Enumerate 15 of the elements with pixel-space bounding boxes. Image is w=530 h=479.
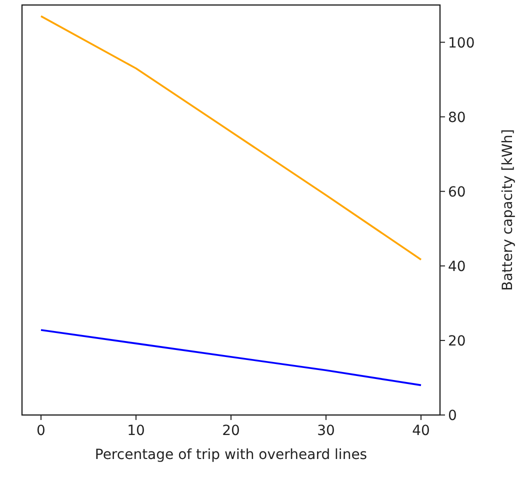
line-series bbox=[40, 329, 422, 386]
y2-tick-label: 60 bbox=[448, 184, 466, 200]
y2-axis-title: Battery capacity [kWh] bbox=[500, 129, 516, 291]
y2-tick-label: 80 bbox=[448, 110, 466, 126]
x-axis-title: Percentage of trip with overheard lines bbox=[94, 447, 368, 463]
y2-tick-label: 40 bbox=[448, 258, 466, 275]
y2-tick-label: 20 bbox=[448, 333, 466, 350]
y2-tick-label: 0 bbox=[448, 408, 457, 424]
line-series bbox=[40, 15, 422, 260]
x-tick-label: 30 bbox=[317, 423, 335, 439]
x-tick-label: 0 bbox=[36, 423, 46, 439]
y2-tick-label: 100 bbox=[448, 35, 475, 52]
x-tick-label: 40 bbox=[412, 423, 430, 439]
x-tick-label: 20 bbox=[222, 423, 240, 439]
x-tick-label: 10 bbox=[127, 423, 145, 439]
